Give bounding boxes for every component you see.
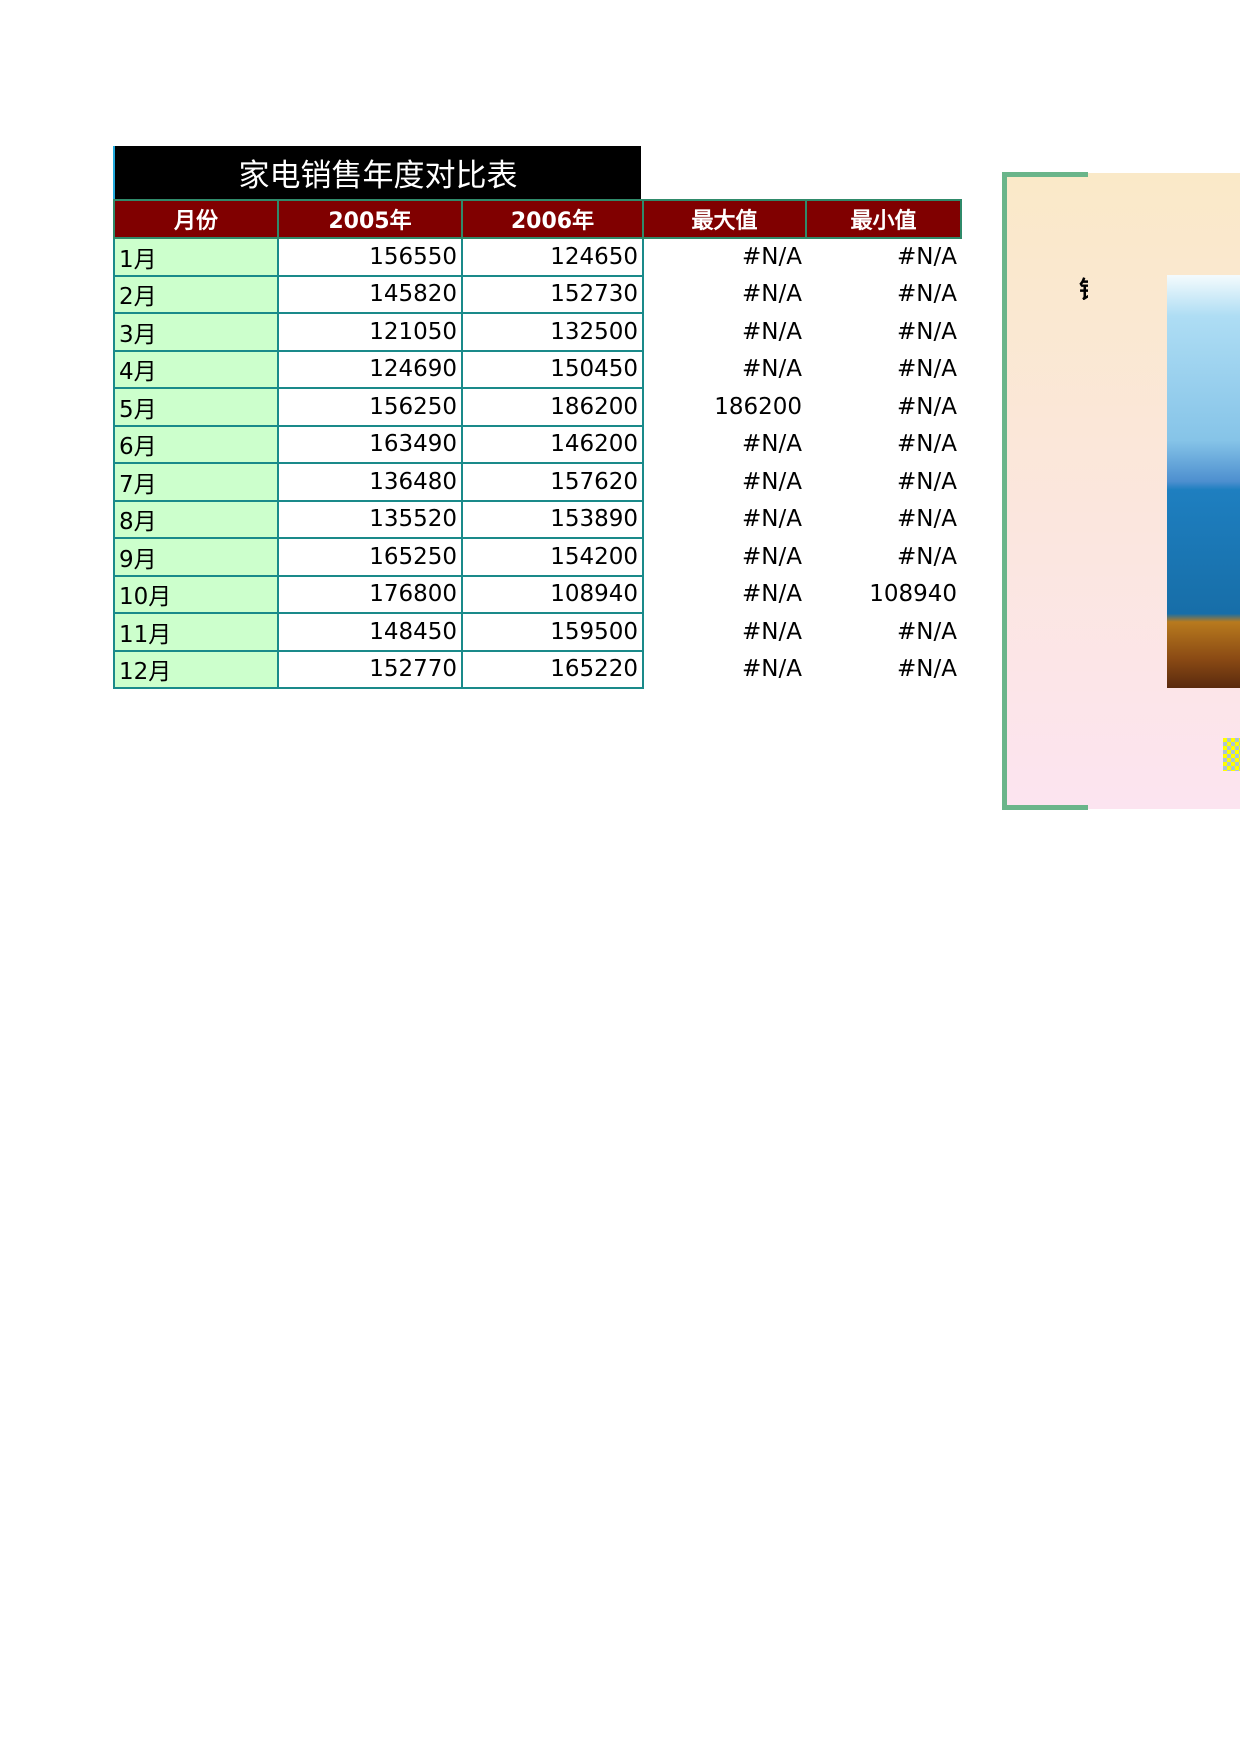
table-cell[interactable]: 163490 [277, 424, 463, 464]
column-header: 最大值 [642, 199, 807, 239]
table-cell[interactable]: #N/A [897, 281, 957, 308]
table-cell[interactable]: 157620 [461, 462, 644, 502]
chart-plot-image [1167, 275, 1240, 688]
table-row: 10月 176800 108940 #N/A 108940 [113, 574, 961, 614]
table-cell[interactable]: 8月 [113, 499, 279, 539]
table-cell[interactable]: 135520 [277, 499, 463, 539]
table-row: 5月 156250 186200 186200 #N/A [113, 387, 961, 427]
table-cell[interactable]: 7月 [113, 462, 279, 502]
table-cell[interactable]: 9月 [113, 537, 279, 577]
table-cell[interactable]: 124650 [461, 237, 644, 277]
table-row: 3月 121050 132500 #N/A #N/A [113, 312, 961, 352]
table-cell[interactable]: 152730 [461, 274, 644, 314]
table-cell[interactable]: #N/A [742, 656, 802, 683]
table-cell[interactable]: #N/A [742, 506, 802, 533]
column-header: 月份 [113, 199, 279, 239]
table-row: 4月 124690 150450 #N/A #N/A [113, 349, 961, 389]
header-row: 月份 2005年 2006年 最大值 最小值 [113, 199, 962, 239]
table-cell[interactable]: 186200 [714, 393, 802, 420]
table-cell[interactable]: 156250 [277, 387, 463, 427]
table-cell[interactable]: 165250 [277, 537, 463, 577]
table-cell[interactable]: 121050 [277, 312, 463, 352]
table-cell[interactable]: #N/A [897, 506, 957, 533]
table-cell[interactable]: #N/A [897, 393, 957, 420]
table-cell[interactable]: #N/A [742, 543, 802, 570]
chart-frame [1002, 172, 1088, 810]
table-row: 8月 135520 153890 #N/A #N/A [113, 499, 961, 539]
table-cell[interactable]: 153890 [461, 499, 644, 539]
table-cell[interactable]: #N/A [897, 431, 957, 458]
table-cell[interactable]: 124690 [277, 349, 463, 389]
table-row: 12月 152770 165220 #N/A #N/A [113, 649, 961, 689]
table-cell[interactable]: #N/A [742, 431, 802, 458]
table-cell[interactable]: 159500 [461, 612, 644, 652]
table-cell[interactable]: 136480 [277, 462, 463, 502]
table-cell[interactable]: #N/A [742, 244, 802, 271]
table-cell[interactable]: #N/A [897, 543, 957, 570]
table-cell[interactable]: 148450 [277, 612, 463, 652]
table-cell[interactable]: 12月 [113, 649, 279, 689]
table-cell[interactable]: 156550 [277, 237, 463, 277]
table-cell[interactable]: #N/A [897, 656, 957, 683]
table-cell[interactable]: 165220 [461, 649, 644, 689]
table-cell[interactable]: #N/A [897, 244, 957, 271]
table-cell[interactable]: #N/A [897, 618, 957, 645]
table-cell[interactable]: 145820 [277, 274, 463, 314]
table-cell[interactable]: 152770 [277, 649, 463, 689]
chart-title-fragment: 销 [1079, 270, 1088, 300]
table-cell[interactable]: 108940 [461, 574, 644, 614]
table-cell[interactable]: #N/A [742, 618, 802, 645]
table-row: 11月 148450 159500 #N/A #N/A [113, 612, 961, 652]
table-cell[interactable]: #N/A [897, 356, 957, 383]
table-cell[interactable]: #N/A [742, 468, 802, 495]
table-cell[interactable]: 146200 [461, 424, 644, 464]
table-row: 9月 165250 154200 #N/A #N/A [113, 537, 961, 577]
table-cell[interactable]: 1月 [113, 237, 279, 277]
table-cell[interactable]: #N/A [897, 468, 957, 495]
table-cell[interactable]: 4月 [113, 349, 279, 389]
table-row: 6月 163490 146200 #N/A #N/A [113, 424, 961, 464]
legend-swatch [1223, 738, 1240, 771]
table-title: 家电销售年度对比表 [113, 146, 641, 199]
table-cell[interactable]: 10月 [113, 574, 279, 614]
table-cell[interactable]: 5月 [113, 387, 279, 427]
table-cell[interactable]: 176800 [277, 574, 463, 614]
table-cell[interactable]: 132500 [461, 312, 644, 352]
table-cell[interactable]: 108940 [869, 581, 957, 608]
table-cell[interactable]: 6月 [113, 424, 279, 464]
table-row: 2月 145820 152730 #N/A #N/A [113, 274, 961, 314]
table-cell[interactable]: #N/A [742, 356, 802, 383]
column-header: 最小值 [805, 199, 962, 239]
table-cell[interactable]: 3月 [113, 312, 279, 352]
table-cell[interactable]: 150450 [461, 349, 644, 389]
column-header: 2005年 [277, 199, 463, 239]
table-cell[interactable]: 186200 [461, 387, 644, 427]
table-row: 1月 156550 124650 #N/A #N/A [113, 237, 961, 277]
table-cell[interactable]: 2月 [113, 274, 279, 314]
table-cell[interactable]: #N/A [742, 281, 802, 308]
table-cell[interactable]: #N/A [742, 318, 802, 345]
table-cell[interactable]: #N/A [742, 581, 802, 608]
table-cell[interactable]: 154200 [461, 537, 644, 577]
table-row: 7月 136480 157620 #N/A #N/A [113, 462, 961, 502]
table-cell[interactable]: #N/A [897, 318, 957, 345]
column-header: 2006年 [461, 199, 644, 239]
table-cell[interactable]: 11月 [113, 612, 279, 652]
sales-table: 月份 2005年 2006年 最大值 最小值 1月 156550 124650 #N/A #N/… [113, 199, 962, 689]
